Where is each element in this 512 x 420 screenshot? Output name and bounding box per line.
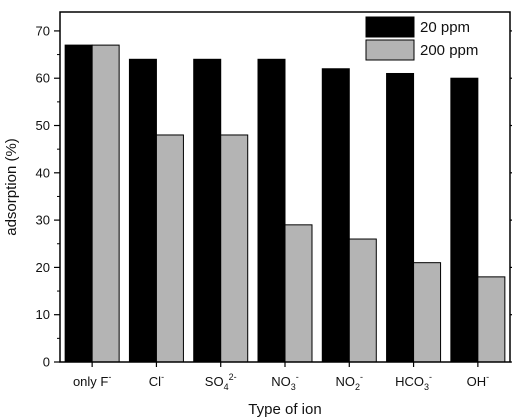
bar-20ppm-4 [321, 68, 350, 363]
x-tick-label: OH- [467, 372, 490, 389]
bar-200ppm-0 [91, 44, 120, 363]
x-tick-label: only F- [73, 372, 111, 389]
y-tick-label: 20 [36, 260, 50, 275]
bar-200ppm-5 [413, 262, 442, 363]
x-tick-label: HCO3- [395, 372, 432, 392]
y-tick-label: 60 [36, 71, 50, 86]
y-tick-label: 50 [36, 118, 50, 133]
y-tick-label: 70 [36, 23, 50, 38]
bar-200ppm-3 [284, 224, 313, 363]
y-tick-label: 40 [36, 165, 50, 180]
bar-200ppm-2 [220, 134, 249, 363]
y-axis: 0 10 20 30 40 50 60 70 [36, 23, 512, 370]
legend: 20 ppm 200 ppm [365, 16, 478, 61]
bar-200ppm-6 [477, 276, 506, 363]
bar-20ppm-6 [450, 77, 479, 363]
bars-layer [64, 44, 506, 363]
y-tick-label: 0 [43, 355, 50, 370]
bar-20ppm-3 [257, 58, 286, 363]
y-axis-title: adsorption (%) [3, 138, 20, 236]
legend-label: 200 ppm [420, 42, 478, 59]
x-tick-label: SO42- [205, 372, 237, 392]
y-tick-label: 10 [36, 307, 50, 322]
bar-200ppm-4 [348, 238, 377, 363]
bar-200ppm-1 [155, 134, 184, 363]
bar-20ppm-1 [128, 58, 157, 363]
bar-20ppm-0 [64, 44, 93, 363]
legend-label: 20 ppm [420, 19, 470, 36]
x-tick-label: NO2- [336, 372, 364, 392]
x-tick-label: Cl- [149, 372, 164, 389]
legend-swatch-200ppm [365, 39, 415, 61]
x-axis: only F- Cl- SO42- NO3- NO2- HCO3- OH- [73, 362, 489, 392]
x-tick-label: NO3- [271, 372, 299, 392]
bar-20ppm-2 [193, 58, 222, 363]
bar-20ppm-5 [386, 72, 415, 363]
legend-swatch-20ppm [365, 16, 415, 38]
x-axis-title: Type of ion [248, 401, 321, 418]
y-tick-label: 30 [36, 213, 50, 228]
